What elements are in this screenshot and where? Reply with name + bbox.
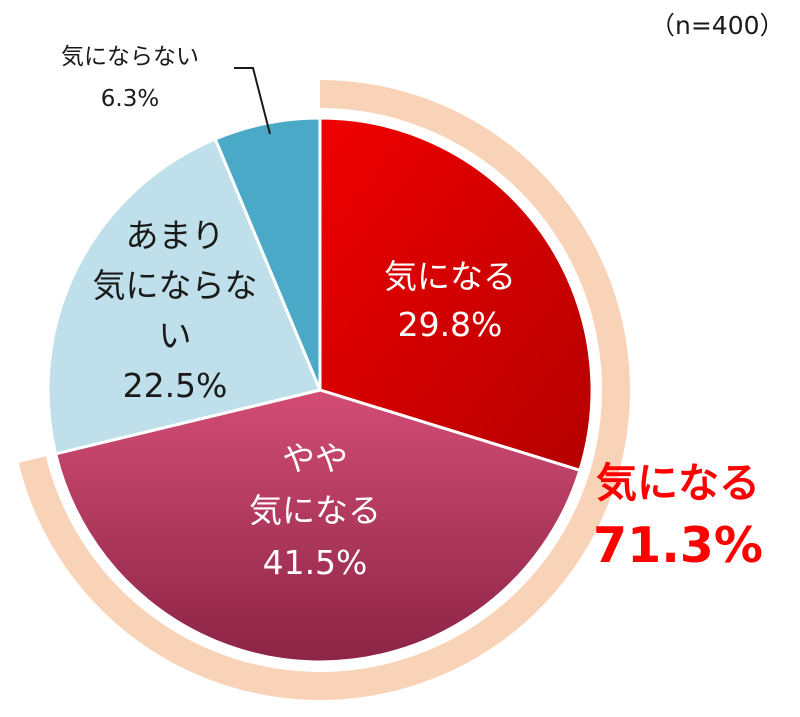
slice-label-1: 気になる 29.8% <box>384 257 516 344</box>
pie-slice-3 <box>46 137 322 456</box>
aggregate-label: 気になる <box>596 459 760 507</box>
pie-slices <box>46 116 594 664</box>
leader-lines <box>234 67 271 135</box>
leader-line <box>234 67 271 135</box>
slice-label-2: やや気になる 41.5% <box>249 439 381 582</box>
pie-slice-2 <box>54 388 582 664</box>
slice-labels: 気になる 29.8% やや気になる 41.5% あまり気にならない 22.5% 気にならない… <box>61 44 516 582</box>
sample-size-label: （n=400） <box>650 11 785 40</box>
slice-label-4: 気にならない 6.3% <box>61 44 199 112</box>
pie-slice-1 <box>318 116 594 472</box>
aggregate-value: 71.3% <box>593 517 763 574</box>
slice-label-3: あまり気にならない 22.5% <box>93 216 258 405</box>
